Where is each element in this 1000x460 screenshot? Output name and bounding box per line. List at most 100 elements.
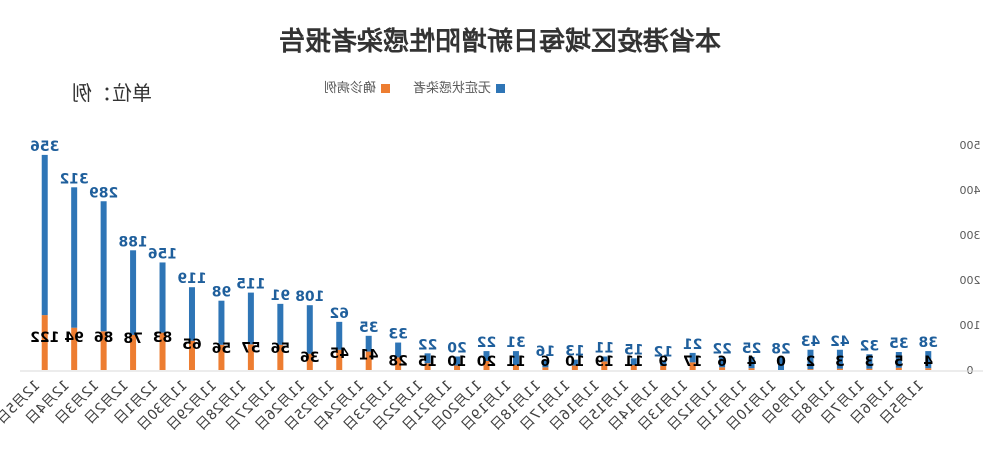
y-tick-label: 400 bbox=[960, 184, 981, 197]
bar-confirmed bbox=[689, 362, 696, 370]
bar-confirmed bbox=[630, 365, 637, 370]
legend-swatch bbox=[496, 84, 505, 93]
bar-confirmed bbox=[748, 368, 755, 370]
data-label-asymptomatic: 119 bbox=[177, 271, 206, 287]
bar-confirmed bbox=[454, 365, 461, 370]
bar-confirmed bbox=[188, 340, 195, 370]
bar-confirmed bbox=[512, 365, 519, 370]
data-label-confirmed: 10 bbox=[565, 354, 585, 370]
data-label-asymptomatic: 25 bbox=[742, 341, 761, 357]
bar-asymptomatic bbox=[454, 356, 461, 366]
bar-asymptomatic bbox=[188, 287, 195, 341]
data-label-asymptomatic: 356 bbox=[30, 139, 59, 155]
bar-confirmed bbox=[395, 357, 402, 370]
data-label-confirmed: 5 bbox=[894, 354, 904, 370]
y-tick-label: 500 bbox=[960, 139, 981, 152]
legend-label: 无症状感染者 bbox=[413, 80, 491, 96]
bar-confirmed bbox=[41, 315, 48, 370]
bar-confirmed bbox=[925, 368, 932, 370]
bar-asymptomatic bbox=[895, 352, 902, 368]
bar-asymptomatic bbox=[277, 303, 284, 345]
bar-confirmed bbox=[130, 334, 137, 370]
bar-confirmed bbox=[365, 351, 372, 370]
data-label-confirmed: 28 bbox=[388, 353, 407, 369]
data-label-confirmed: 20 bbox=[477, 354, 497, 370]
data-label-asymptomatic: 20 bbox=[447, 341, 467, 357]
data-label-confirmed: 83 bbox=[153, 330, 172, 346]
data-label-confirmed: 94 bbox=[64, 330, 84, 346]
bar-confirmed bbox=[100, 331, 107, 370]
y-axis: 0100200300400500 bbox=[960, 139, 981, 377]
data-label-confirmed: 86 bbox=[94, 330, 113, 346]
mirrored-chart-group: 本省港疫区域每日新增阳性感染者报告 单位：例 无症状感染者 确诊病例 0 100 20… bbox=[0, 26, 983, 434]
data-label-confirmed: 36 bbox=[300, 350, 319, 366]
bar-confirmed bbox=[866, 368, 873, 370]
data-label-asymptomatic: 22 bbox=[477, 335, 496, 351]
x-axis: 12月5日12月4日12月3日12月2日12月1日11月30日11月29日11月… bbox=[0, 370, 983, 434]
data-label-asymptomatic: 11 bbox=[595, 341, 614, 357]
data-label-confirmed: 56 bbox=[271, 341, 290, 357]
bar-asymptomatic bbox=[218, 300, 225, 345]
bar-confirmed bbox=[660, 365, 667, 370]
data-label-confirmed: 56 bbox=[212, 341, 231, 357]
data-label-asymptomatic: 38 bbox=[919, 335, 938, 351]
data-label-asymptomatic: 62 bbox=[329, 306, 348, 322]
bar-asymptomatic bbox=[395, 342, 402, 358]
data-label-confirmed: 3 bbox=[835, 354, 845, 370]
bar-confirmed bbox=[601, 361, 608, 370]
bars bbox=[41, 154, 932, 370]
bar-asymptomatic bbox=[571, 359, 578, 366]
data-label-confirmed: 10 bbox=[447, 354, 467, 370]
data-label-asymptomatic: 15 bbox=[624, 342, 643, 358]
bar-confirmed bbox=[71, 327, 78, 370]
bar-confirmed bbox=[218, 344, 225, 370]
bar-confirmed bbox=[542, 367, 549, 370]
data-label-confirmed: 9 bbox=[658, 354, 668, 370]
data-label-asymptomatic: 12 bbox=[653, 345, 672, 361]
bar-confirmed bbox=[483, 361, 490, 370]
data-label-confirmed: 41 bbox=[359, 348, 378, 364]
data-label-confirmed: 4 bbox=[923, 354, 933, 370]
data-label-confirmed: 6 bbox=[717, 354, 727, 370]
y-tick-label: 200 bbox=[960, 274, 981, 287]
data-label-asymptomatic: 98 bbox=[212, 285, 231, 301]
bar-confirmed bbox=[306, 353, 313, 370]
bar-asymptomatic bbox=[660, 360, 667, 366]
bar-asymptomatic bbox=[365, 335, 372, 352]
chart-title: 本省港疫区域每日新增阳性感染者报告 bbox=[279, 26, 721, 57]
data-label-asymptomatic: 31 bbox=[506, 335, 525, 351]
unit-label: 单位：例 bbox=[72, 81, 152, 105]
bar-asymptomatic bbox=[159, 262, 166, 333]
bar-asymptomatic bbox=[130, 250, 137, 335]
y-tick-label: 100 bbox=[960, 319, 981, 332]
data-label-confirmed: 11 bbox=[506, 354, 525, 370]
data-label-confirmed: 6 bbox=[541, 354, 551, 370]
data-label-asymptomatic: 35 bbox=[889, 336, 908, 352]
bar-asymptomatic bbox=[100, 201, 107, 332]
bar-asymptomatic bbox=[778, 357, 785, 370]
data-labels: 3561223129428986188781568311965985611557… bbox=[30, 139, 938, 370]
data-label-asymptomatic: 22 bbox=[712, 341, 731, 357]
data-label-asymptomatic: 43 bbox=[801, 334, 820, 350]
data-label-asymptomatic: 22 bbox=[418, 337, 437, 353]
bar-asymptomatic bbox=[925, 351, 932, 369]
bar-confirmed bbox=[836, 368, 843, 370]
bar-asymptomatic bbox=[719, 357, 726, 368]
bar-confirmed bbox=[336, 349, 343, 370]
data-label-asymptomatic: 188 bbox=[118, 234, 147, 250]
legend-label: 确诊病例 bbox=[324, 81, 376, 96]
bar-asymptomatic bbox=[807, 349, 814, 370]
bar-asymptomatic bbox=[866, 354, 873, 369]
bar-confirmed bbox=[807, 369, 814, 370]
data-label-asymptomatic: 91 bbox=[271, 288, 290, 304]
bar-asymptomatic bbox=[512, 351, 519, 366]
legend: 无症状感染者 确诊病例 bbox=[324, 80, 505, 96]
bar-asymptomatic bbox=[424, 353, 431, 364]
bar-asymptomatic bbox=[483, 351, 490, 361]
bar-asymptomatic bbox=[836, 349, 843, 369]
data-label-asymptomatic: 33 bbox=[388, 327, 407, 343]
data-label-asymptomatic: 32 bbox=[860, 338, 879, 354]
bar-asymptomatic bbox=[336, 321, 343, 350]
bar-asymptomatic bbox=[71, 187, 78, 328]
